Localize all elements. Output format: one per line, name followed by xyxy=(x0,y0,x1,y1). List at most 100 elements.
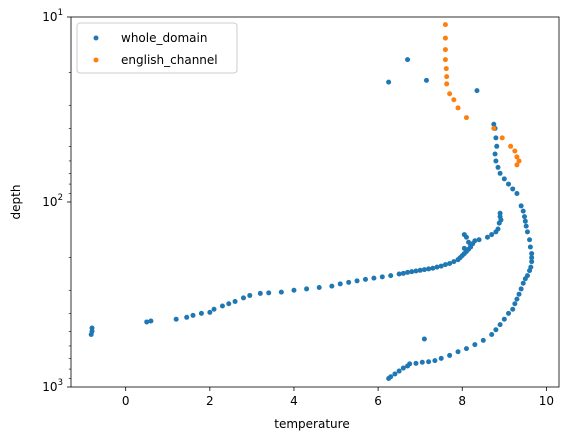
point-whole_domain-92 xyxy=(379,274,385,280)
point-whole_domain-18 xyxy=(522,214,527,220)
x-tick-label: 8 xyxy=(458,394,466,408)
point-whole_domain-105 xyxy=(247,292,253,298)
point-whole_domain-101 xyxy=(291,287,297,293)
point-whole_domain-99 xyxy=(316,285,322,291)
point-whole_domain-6 xyxy=(493,135,499,141)
point-english_channel-17 xyxy=(514,162,520,168)
point-whole_domain-15 xyxy=(514,191,520,197)
point-whole_domain-114 xyxy=(184,314,190,320)
point-whole_domain-110 xyxy=(211,306,217,312)
point-whole_domain-34 xyxy=(514,296,520,302)
point-english_channel-0 xyxy=(442,22,448,28)
point-whole_domain-38 xyxy=(501,316,507,322)
point-english_channel-9 xyxy=(455,105,461,111)
point-whole_domain-76 xyxy=(455,257,461,263)
point-whole_domain-55 xyxy=(396,368,402,374)
point-whole_domain-82 xyxy=(430,265,436,271)
point-whole_domain-17 xyxy=(520,208,526,214)
point-whole_domain-77 xyxy=(451,259,457,265)
point-whole_domain-98 xyxy=(329,283,335,289)
point-whole_domain-112 xyxy=(198,310,204,316)
y-tick-label: 102 xyxy=(42,193,63,209)
point-whole_domain-85 xyxy=(417,267,423,273)
point-whole_domain-66 xyxy=(484,234,490,240)
point-whole_domain-115 xyxy=(173,316,179,322)
point-whole_domain-64 xyxy=(493,229,499,235)
point-whole_domain-47 xyxy=(438,355,444,361)
point-whole_domain-42 xyxy=(480,337,486,343)
point-whole_domain-31 xyxy=(520,280,526,286)
point-whole_domain-24 xyxy=(529,251,535,257)
point-whole_domain-37 xyxy=(506,310,512,316)
x-tick-label: 0 xyxy=(122,394,130,408)
point-english_channel-1 xyxy=(442,35,448,41)
point-whole_domain-45 xyxy=(455,349,461,355)
point-whole_domain-87 xyxy=(409,269,415,275)
point-whole_domain-2 xyxy=(423,77,429,83)
point-whole_domain-51 xyxy=(413,360,419,366)
x-tick-label: 2 xyxy=(206,394,214,408)
point-whole_domain-53 xyxy=(405,363,411,369)
point-whole_domain-10 xyxy=(495,164,501,170)
point-whole_domain-97 xyxy=(337,281,343,287)
x-tick-label: 10 xyxy=(539,394,554,408)
point-whole_domain-62 xyxy=(496,220,502,226)
point-whole_domain-50 xyxy=(419,359,425,365)
point-english_channel-15 xyxy=(514,154,520,160)
point-whole_domain-89 xyxy=(400,270,406,276)
point-whole_domain-100 xyxy=(304,286,310,292)
points-layer xyxy=(88,22,535,382)
point-whole_domain-39 xyxy=(497,322,503,328)
point-whole_domain-88 xyxy=(405,269,411,275)
point-whole_domain-22 xyxy=(527,237,533,243)
point-whole_domain-109 xyxy=(219,303,225,309)
point-whole_domain-117 xyxy=(144,319,150,325)
point-whole_domain-48 xyxy=(432,358,438,364)
point-whole_domain-7 xyxy=(494,143,500,149)
legend: whole_domain english_channel xyxy=(76,22,238,74)
x-tick-label: 4 xyxy=(290,394,298,408)
point-whole_domain-32 xyxy=(518,286,524,292)
point-whole_domain-54 xyxy=(400,365,406,371)
point-whole_domain-21 xyxy=(524,229,530,235)
point-english_channel-2 xyxy=(442,47,448,53)
point-english_channel-7 xyxy=(447,91,453,97)
point-whole_domain-67 xyxy=(476,237,482,243)
point-whole_domain-102 xyxy=(278,289,284,295)
point-whole_domain-9 xyxy=(493,158,499,164)
point-whole_domain-95 xyxy=(354,278,360,284)
point-whole_domain-20 xyxy=(523,223,529,229)
x-axis: 0 2 4 6 8 10 xyxy=(122,387,554,408)
point-whole_domain-4 xyxy=(491,121,497,127)
point-whole_domain-49 xyxy=(426,359,432,365)
point-whole_domain-113 xyxy=(190,312,196,318)
point-whole_domain-11 xyxy=(497,170,503,176)
point-whole_domain-86 xyxy=(413,268,419,274)
x-axis-label: temperature xyxy=(274,417,349,431)
point-whole_domain-107 xyxy=(232,299,238,304)
point-whole_domain-84 xyxy=(421,267,427,273)
point-whole_domain-35 xyxy=(512,301,518,307)
point-whole_domain-28 xyxy=(527,268,533,274)
point-whole_domain-93 xyxy=(371,275,377,281)
point-english_channel-5 xyxy=(444,74,450,80)
point-english_channel-12 xyxy=(499,135,505,141)
point-whole_domain-116 xyxy=(148,318,154,324)
y-tick-label: 101 xyxy=(42,8,63,24)
point-whole_domain-59 xyxy=(497,210,503,216)
point-english_channel-6 xyxy=(444,81,450,87)
point-whole_domain-56 xyxy=(392,371,398,377)
point-whole_domain-40 xyxy=(493,327,499,333)
point-whole_domain-43 xyxy=(472,342,478,348)
point-whole_domain-33 xyxy=(516,291,522,297)
point-whole_domain-12 xyxy=(501,176,507,182)
point-whole_domain-126 xyxy=(421,336,427,342)
point-whole_domain-81 xyxy=(434,264,440,270)
point-whole_domain-103 xyxy=(266,290,272,296)
point-whole_domain-13 xyxy=(506,181,512,187)
point-whole_domain-26 xyxy=(529,259,535,265)
x-tick-label: 6 xyxy=(374,394,382,408)
point-whole_domain-106 xyxy=(240,295,246,301)
point-whole_domain-25 xyxy=(529,255,535,261)
point-whole_domain-58 xyxy=(386,376,392,382)
